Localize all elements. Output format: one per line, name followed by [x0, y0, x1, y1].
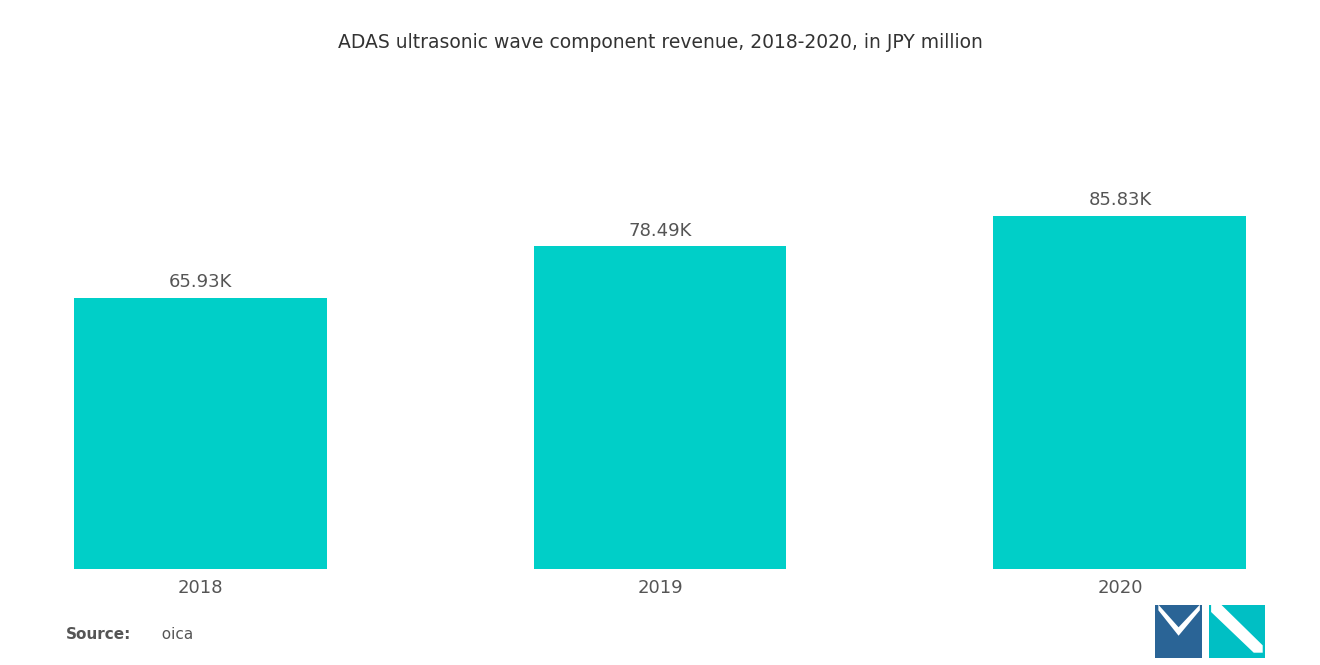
- Polygon shape: [1212, 604, 1263, 653]
- Text: ADAS ultrasonic wave component revenue, 2018-2020, in JPY million: ADAS ultrasonic wave component revenue, …: [338, 33, 982, 53]
- Text: 85.83K: 85.83K: [1088, 192, 1151, 209]
- Bar: [533, 246, 787, 569]
- Text: Source:: Source:: [66, 626, 132, 642]
- FancyBboxPatch shape: [1209, 604, 1265, 658]
- Bar: [74, 297, 326, 569]
- Text: 65.93K: 65.93K: [169, 273, 232, 291]
- Polygon shape: [1159, 604, 1200, 636]
- Bar: [994, 215, 1246, 569]
- Text: oica: oica: [152, 626, 193, 642]
- FancyBboxPatch shape: [1155, 604, 1203, 658]
- Text: 78.49K: 78.49K: [628, 221, 692, 239]
